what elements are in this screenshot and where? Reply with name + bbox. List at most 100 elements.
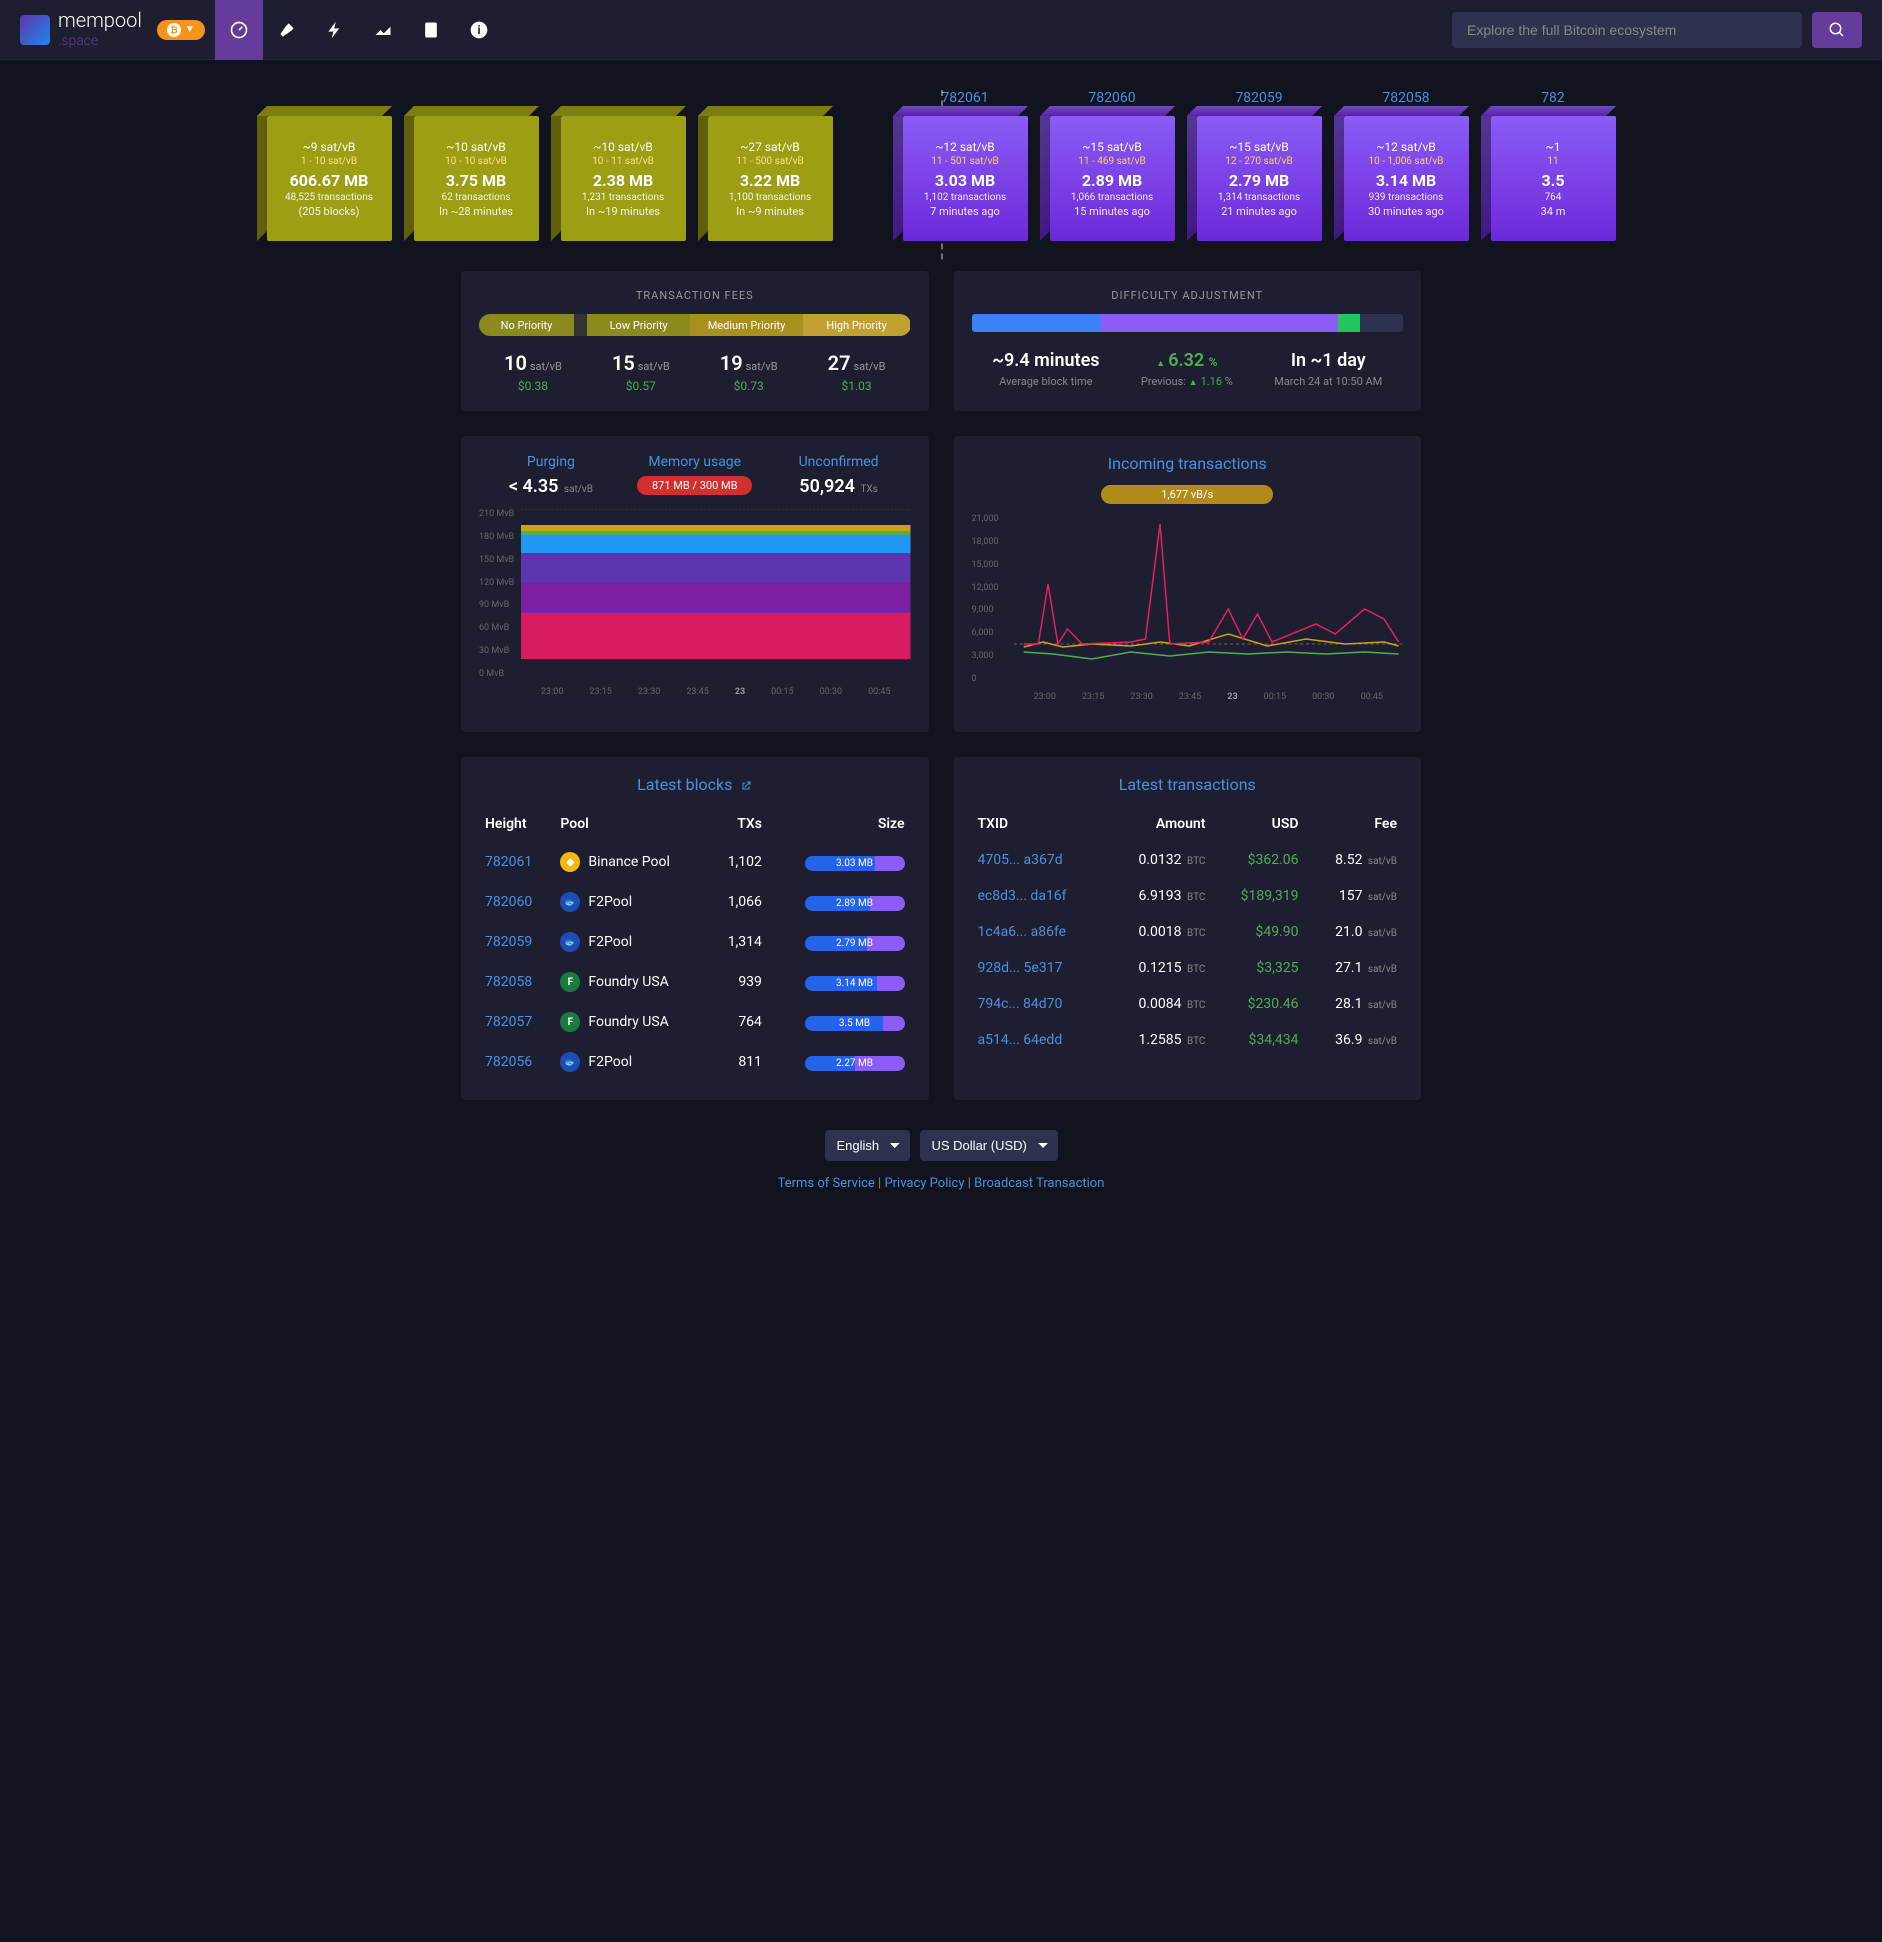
difficulty-card: DIFFICULTY ADJUSTMENT ~9.4 minutes Avera… [954,271,1422,411]
table-row[interactable]: 782060 🐟F2Pool 1,066 2.89 MB [479,882,911,922]
footer-links: Terms of Service | Privacy Policy | Broa… [20,1176,1862,1191]
tos-link[interactable]: Terms of Service [778,1176,875,1191]
block-height-link: 782060 [479,882,554,922]
table-row[interactable]: 1c4a6... a86fe 0.0018 BTC $49.90 21.0 sa… [972,914,1404,950]
latest-txs-title: Latest transactions [972,775,1404,794]
mempool-block[interactable]: ~10 sat/vB 10 - 11 sat/vB 2.38 MB 1,231 … [556,90,691,241]
search-button[interactable] [1812,12,1862,48]
th-pool: Pool [554,806,709,842]
fee-bar: No Priority Low PriorityMedium PriorityHi… [479,314,911,336]
fee-segment: Low Priority [587,314,691,336]
th-size: Size [768,806,911,842]
diff-segment [1101,314,1338,332]
footer: English US Dollar (USD) Terms of Service… [0,1110,1882,1211]
mempool-chart[interactable]: 210 MvB180 MvB150 MvB120 MvB90 MvB60 MvB… [479,509,911,709]
table-row[interactable]: 794c... 84d70 0.0084 BTC $230.46 28.1 sa… [972,986,1404,1022]
vbs-rate: 1,677 vB/s [1101,485,1273,504]
block-height-link: 782056 [479,1042,554,1082]
mempool-chart-card: Purging < 4.35 sat/vB Memory usage 871 M… [461,436,929,732]
logo-text: mempool .space [58,11,142,48]
external-link-icon[interactable] [740,780,752,792]
table-row[interactable]: 782057 FFoundry USA 764 3.5 MB [479,1002,911,1042]
mempool-stats: Purging < 4.35 sat/vB Memory usage 871 M… [479,454,911,497]
blockchain-bar: ⇆ ~9 sat/vB 1 - 10 sat/vB 606.67 MB 48,5… [0,60,1882,261]
unconf-unit: TXs [860,484,877,495]
fee-col: 10sat/vB $0.38 [504,351,562,393]
hammer-icon [277,20,297,40]
latest-txs-card: Latest transactions TXID Amount USD Fee … [954,757,1422,1100]
fee-segment: Medium Priority [690,314,802,336]
txid-link: 794c... 84d70 [972,986,1107,1022]
table-row[interactable]: 4705... a367d 0.0132 BTC $362.06 8.52 sa… [972,842,1404,878]
difficulty-title: DIFFICULTY ADJUSTMENT [972,289,1404,302]
main-grid: TRANSACTION FEES No PriorityLow Priority… [441,271,1441,1100]
nav-dashboard[interactable] [215,0,263,60]
mem-label: Memory usage [623,454,767,470]
purging-label: Purging [479,454,623,470]
next-adjustment-date: March 24 at 10:50 AM [1274,375,1382,388]
next-adjustment: In ~1 day [1274,350,1382,371]
purging-val: < 4.35 [509,476,559,497]
btc-network-selector[interactable]: ₿ ▼ [157,20,205,40]
incoming-chart[interactable]: 21,00018,00015,00012,0009,0006,0003,0000… [972,514,1404,714]
book-icon [421,20,441,40]
latest-blocks-title: Latest blocks [479,775,911,794]
prev-difficulty: Previous: 1.16 % [1141,375,1233,388]
fee-segment: High Priority [803,314,911,336]
table-row[interactable]: a514... 64edd 1.2585 BTC $34,434 36.9 sa… [972,1022,1404,1058]
table-row[interactable]: 782056 🐟F2Pool 811 2.27 MB [479,1042,911,1082]
txid-link: 4705... a367d [972,842,1107,878]
table-row[interactable]: 782061 ◆Binance Pool 1,102 3.03 MB [479,842,911,882]
nav-mining[interactable] [263,0,311,60]
search-input[interactable] [1452,12,1802,48]
logo[interactable]: mempool .space [20,11,142,48]
fee-col: 15sat/vB $0.57 [612,351,670,393]
difficulty-bar [972,314,1404,332]
purging-unit: sat/vB [564,484,593,495]
nav-docs[interactable] [407,0,455,60]
mempool-block[interactable]: ~27 sat/vB 11 - 500 sat/vB 3.22 MB 1,100… [703,90,838,241]
txid-link: ec8d3... da16f [972,878,1107,914]
broadcast-link[interactable]: Broadcast Transaction [974,1176,1104,1191]
incoming-card: Incoming transactions 1,677 vB/s 21,0001… [954,436,1422,732]
mined-block[interactable]: 782060 ~15 sat/vB 11 - 469 sat/vB 2.89 M… [1045,90,1180,241]
privacy-link[interactable]: Privacy Policy [884,1176,964,1191]
pool-cell: 🐟F2Pool [560,1052,703,1072]
fees-card: TRANSACTION FEES No PriorityLow Priority… [461,271,929,411]
difficulty-pct: 6.32 % [1141,350,1233,371]
table-row[interactable]: 928d... 5e317 0.1215 BTC $3,325 27.1 sat… [972,950,1404,986]
th-txs: TXs [709,806,768,842]
block-height-link: 782058 [479,962,554,1002]
pool-cell: 🐟F2Pool [560,892,703,912]
search-wrap [1452,12,1862,48]
avg-block-label: Average block time [992,375,1099,388]
table-row[interactable]: 782058 FFoundry USA 939 3.14 MB [479,962,911,1002]
chart-icon [373,20,393,40]
dashboard-icon [229,20,249,40]
avg-block-time: ~9.4 minutes [992,350,1099,371]
language-select[interactable]: English [825,1130,910,1161]
table-row[interactable]: 782059 🐟F2Pool 1,314 2.79 MB [479,922,911,962]
mined-block[interactable]: 782061 ~12 sat/vB 11 - 501 sat/vB 3.03 M… [898,90,1033,241]
fee-cols: 10sat/vB $0.38 15sat/vB $0.57 19sat/vB $… [479,351,911,393]
fee-segment: No Priority [479,314,574,336]
nav-graphs[interactable] [359,0,407,60]
currency-select[interactable]: US Dollar (USD) [920,1130,1058,1161]
mined-block[interactable]: 782058 ~12 sat/vB 10 - 1,006 sat/vB 3.14… [1339,90,1474,241]
nav-lightning[interactable] [311,0,359,60]
mem-bar: 871 MB / 300 MB [637,476,752,495]
info-icon: i [469,20,489,40]
mempool-block[interactable]: ~10 sat/vB 10 - 10 sat/vB 3.75 MB 62 tra… [409,90,544,241]
mined-block[interactable]: 782 ~1 11 3.5 764 34 m [1486,90,1621,241]
th-height: Height [479,806,554,842]
txid-link: 1c4a6... a86fe [972,914,1107,950]
mempool-block[interactable]: ~9 sat/vB 1 - 10 sat/vB 606.67 MB 48,525… [262,90,397,241]
nav-about[interactable]: i [455,0,503,60]
navbar: mempool .space ₿ ▼ i [0,0,1882,60]
mined-block[interactable]: 782059 ~15 sat/vB 12 - 270 sat/vB 2.79 M… [1192,90,1327,241]
table-row[interactable]: ec8d3... da16f 6.9193 BTC $189,319 157 s… [972,878,1404,914]
fee-col: 27sat/vB $1.03 [828,351,886,393]
latest-blocks-card: Latest blocks Height Pool TXs Size 78206… [461,757,929,1100]
pool-cell: FFoundry USA [560,972,703,992]
vbs-wrap: 1,677 vB/s [972,485,1404,504]
